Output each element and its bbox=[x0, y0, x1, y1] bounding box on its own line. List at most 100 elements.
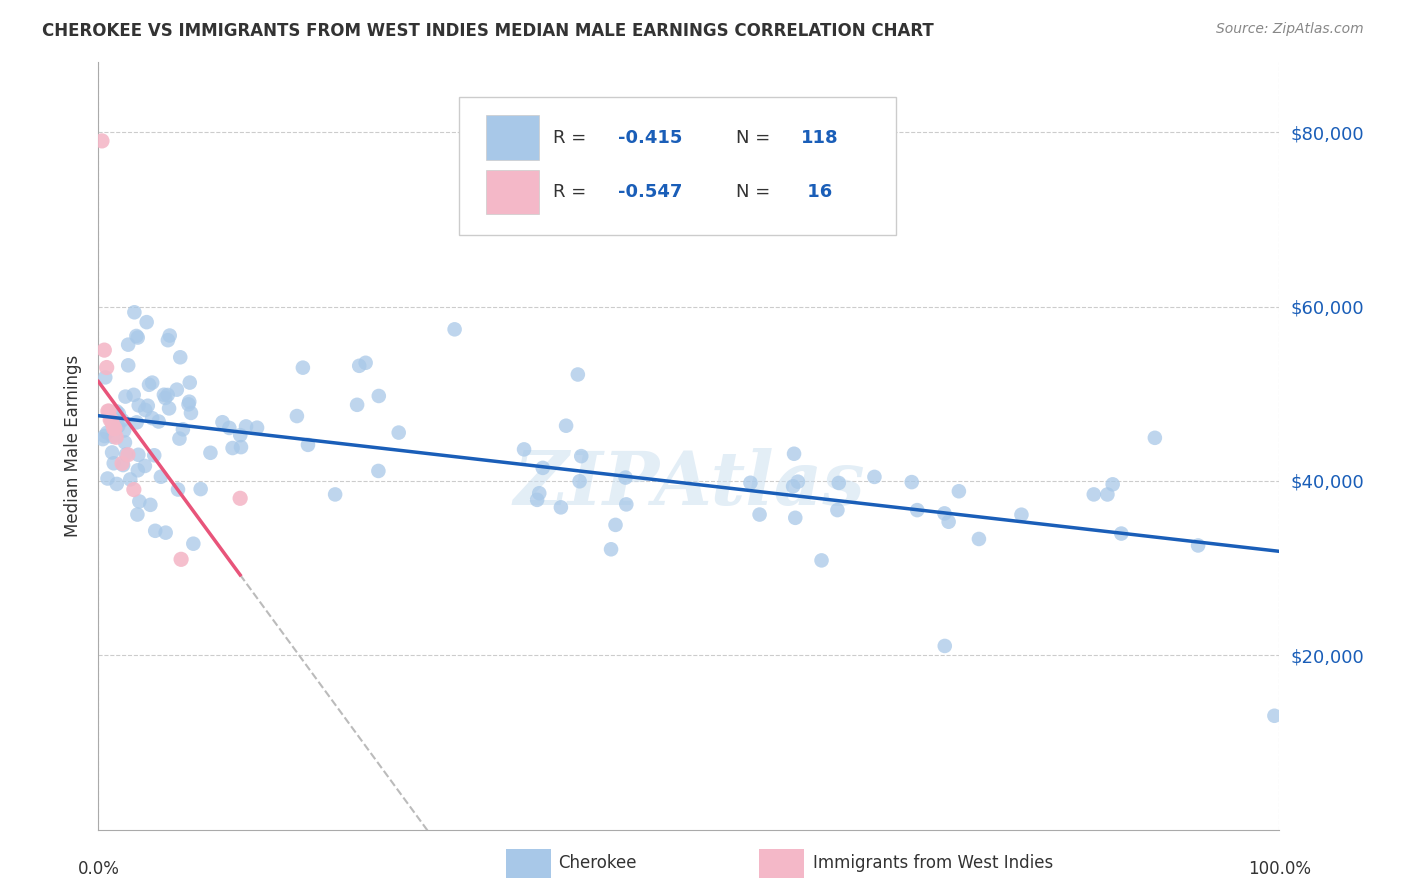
Point bbox=[122, 483, 145, 497]
Point bbox=[107, 419, 129, 434]
Point bbox=[1111, 526, 1133, 541]
Point bbox=[229, 491, 252, 506]
Point bbox=[600, 542, 623, 557]
Point bbox=[605, 517, 627, 532]
Point bbox=[827, 503, 849, 517]
Point bbox=[555, 418, 578, 433]
Text: -0.547: -0.547 bbox=[619, 183, 682, 201]
Point bbox=[117, 359, 139, 373]
Point bbox=[169, 351, 191, 365]
Point bbox=[122, 388, 145, 402]
Point bbox=[91, 134, 114, 148]
Point bbox=[782, 479, 804, 493]
Point bbox=[127, 508, 149, 522]
Point bbox=[148, 415, 170, 429]
Point bbox=[614, 497, 637, 511]
Point bbox=[934, 507, 956, 521]
Point bbox=[1010, 508, 1032, 522]
Point bbox=[101, 445, 124, 459]
Point bbox=[91, 432, 114, 446]
Point bbox=[291, 360, 314, 375]
Point bbox=[96, 360, 118, 375]
Point bbox=[172, 422, 194, 436]
Point bbox=[138, 377, 160, 392]
FancyBboxPatch shape bbox=[486, 115, 538, 160]
Point bbox=[346, 398, 368, 412]
Point bbox=[569, 449, 592, 463]
Point bbox=[141, 411, 163, 425]
Text: -0.415: -0.415 bbox=[619, 128, 682, 146]
Point bbox=[103, 456, 125, 470]
Point bbox=[235, 419, 257, 434]
Point bbox=[221, 441, 243, 455]
Text: N =: N = bbox=[737, 128, 776, 146]
Point bbox=[143, 524, 166, 538]
Point bbox=[938, 515, 960, 529]
Point bbox=[96, 425, 118, 440]
Text: R =: R = bbox=[553, 183, 592, 201]
Point bbox=[135, 315, 157, 329]
Text: 118: 118 bbox=[801, 128, 839, 146]
Point bbox=[100, 413, 122, 427]
Point bbox=[120, 472, 142, 486]
Text: CHEROKEE VS IMMIGRANTS FROM WEST INDIES MEDIAN MALE EARNINGS CORRELATION CHART: CHEROKEE VS IMMIGRANTS FROM WEST INDIES … bbox=[42, 22, 934, 40]
Point bbox=[179, 376, 201, 390]
Point bbox=[531, 461, 554, 475]
Point bbox=[108, 407, 131, 421]
Point bbox=[149, 469, 172, 483]
Point bbox=[127, 463, 149, 477]
Point bbox=[94, 370, 117, 384]
Point bbox=[786, 475, 808, 489]
Point bbox=[900, 475, 922, 489]
Point bbox=[96, 471, 118, 485]
Point bbox=[828, 475, 851, 490]
Point bbox=[155, 391, 177, 405]
Point bbox=[112, 458, 135, 472]
Point bbox=[104, 421, 127, 435]
Point bbox=[905, 503, 928, 517]
Point bbox=[229, 428, 252, 442]
Point bbox=[443, 322, 465, 336]
Point bbox=[200, 446, 222, 460]
Point bbox=[783, 447, 806, 461]
Point bbox=[218, 421, 240, 435]
Point bbox=[128, 494, 150, 508]
Text: 16: 16 bbox=[801, 183, 832, 201]
Point bbox=[112, 424, 135, 438]
Point bbox=[567, 368, 589, 382]
FancyBboxPatch shape bbox=[458, 97, 896, 235]
Point bbox=[136, 399, 159, 413]
Point bbox=[1083, 487, 1105, 501]
Point bbox=[156, 333, 179, 347]
Point bbox=[98, 413, 121, 427]
Point bbox=[105, 477, 128, 491]
Point bbox=[1187, 539, 1209, 553]
Point bbox=[153, 388, 176, 402]
Point bbox=[105, 430, 128, 444]
Point bbox=[101, 430, 124, 444]
Point bbox=[170, 552, 193, 566]
Point bbox=[127, 330, 149, 344]
Point bbox=[105, 404, 128, 418]
Point bbox=[143, 448, 166, 462]
Point bbox=[934, 639, 956, 653]
Point bbox=[134, 458, 156, 473]
Point bbox=[180, 406, 202, 420]
Point bbox=[125, 329, 148, 343]
Point bbox=[169, 432, 191, 446]
Point bbox=[111, 457, 134, 471]
Point bbox=[323, 487, 346, 501]
Point bbox=[297, 438, 319, 452]
Point bbox=[167, 483, 190, 497]
Point bbox=[98, 404, 121, 418]
Point bbox=[1097, 487, 1119, 501]
Point bbox=[1143, 431, 1166, 445]
Point bbox=[177, 397, 200, 411]
Point bbox=[614, 470, 637, 484]
Point bbox=[967, 532, 990, 546]
Point bbox=[740, 475, 762, 490]
Point bbox=[124, 305, 146, 319]
Point bbox=[347, 359, 370, 373]
Point bbox=[125, 416, 148, 430]
Point bbox=[93, 343, 115, 358]
